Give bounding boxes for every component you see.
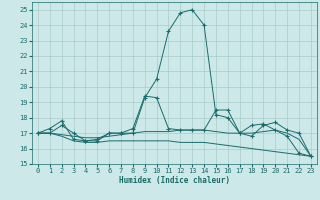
- X-axis label: Humidex (Indice chaleur): Humidex (Indice chaleur): [119, 176, 230, 185]
